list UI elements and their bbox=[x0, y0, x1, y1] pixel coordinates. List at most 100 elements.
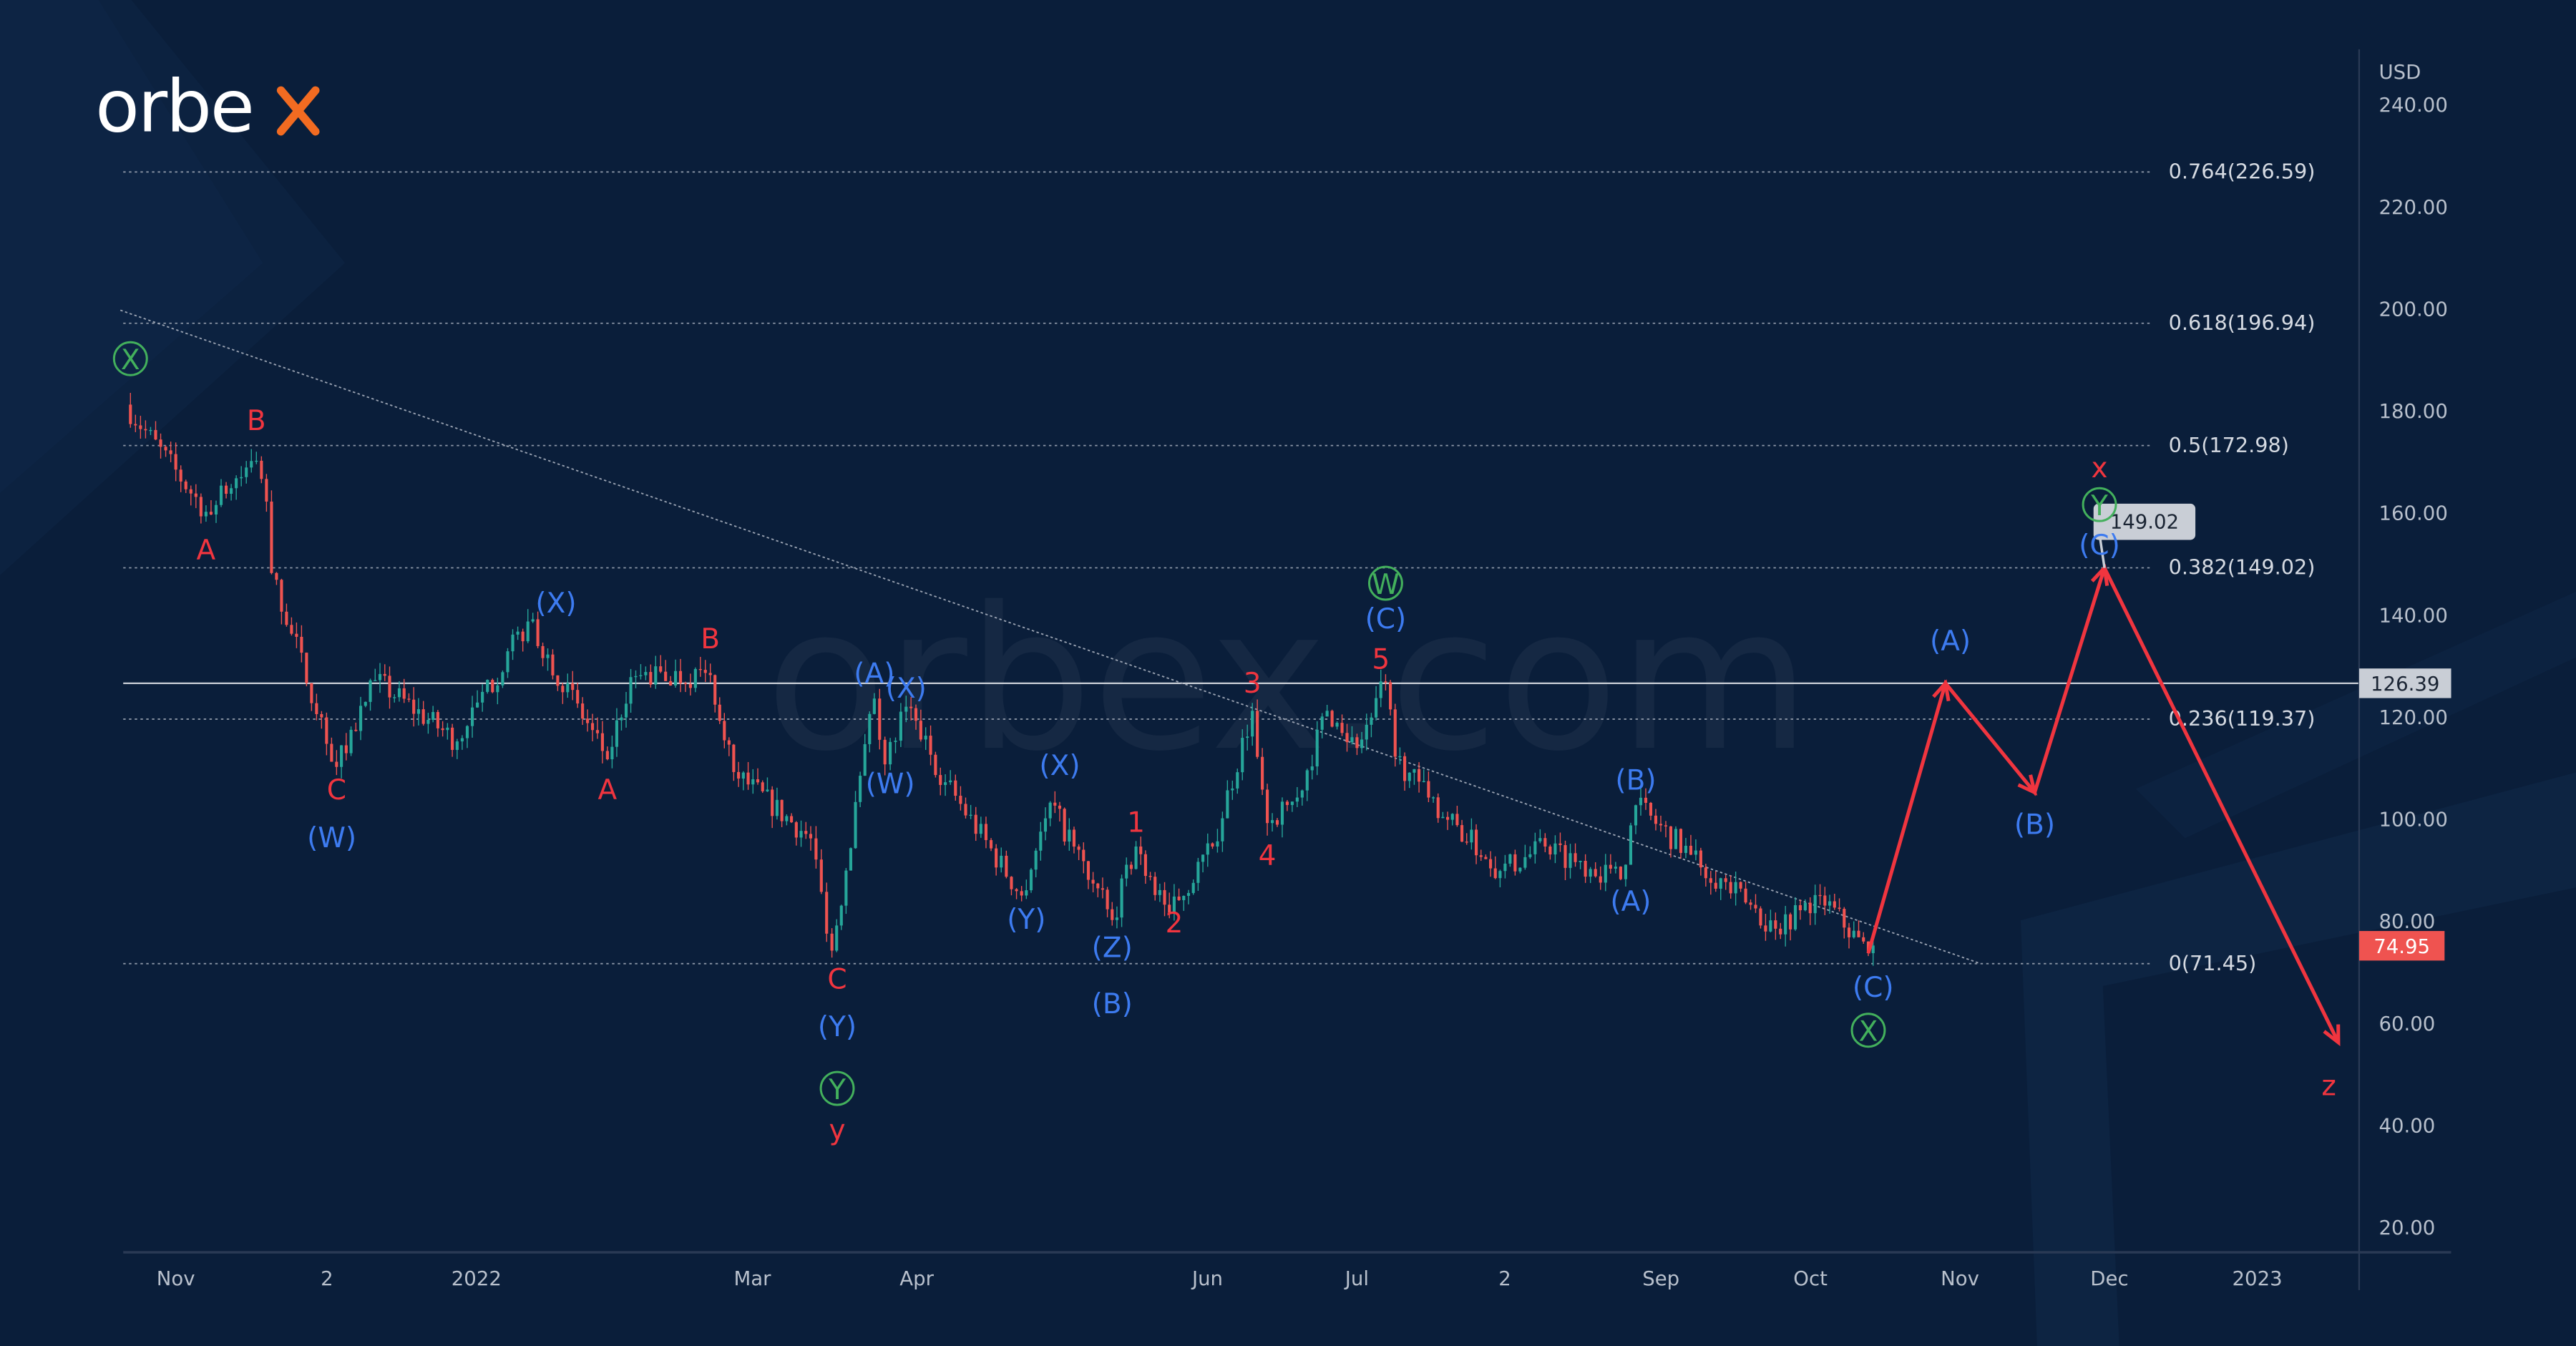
candle bbox=[1034, 850, 1038, 870]
candle bbox=[814, 838, 818, 860]
candle bbox=[1068, 829, 1071, 842]
candle bbox=[586, 718, 590, 723]
x-tick-label: 2023 bbox=[2233, 1267, 2283, 1290]
candle bbox=[979, 824, 982, 834]
wave-label: (W) bbox=[866, 768, 915, 800]
candle bbox=[785, 816, 789, 821]
candle bbox=[819, 859, 823, 892]
candle bbox=[1379, 681, 1382, 698]
candle bbox=[1058, 805, 1062, 809]
candle bbox=[486, 680, 489, 692]
candle bbox=[1828, 901, 1832, 906]
candle bbox=[959, 796, 962, 804]
candle bbox=[516, 631, 519, 635]
candle bbox=[1300, 790, 1304, 798]
candle bbox=[245, 467, 248, 477]
candle bbox=[1594, 869, 1597, 877]
candle bbox=[1769, 920, 1772, 932]
candle bbox=[1654, 815, 1658, 824]
candle bbox=[1574, 853, 1577, 862]
candle bbox=[388, 676, 391, 698]
candle bbox=[1427, 781, 1430, 798]
candle bbox=[421, 709, 425, 724]
candle bbox=[849, 848, 853, 871]
candle bbox=[566, 683, 570, 693]
candle bbox=[1818, 894, 1822, 897]
candle bbox=[859, 776, 862, 802]
x-tick-label: Dec bbox=[2090, 1267, 2128, 1290]
candle bbox=[204, 512, 208, 517]
x-tick-label: Mar bbox=[734, 1267, 772, 1290]
candle bbox=[649, 672, 653, 685]
candle bbox=[481, 691, 484, 703]
candle bbox=[1005, 855, 1008, 877]
candle bbox=[995, 848, 998, 868]
candle bbox=[1739, 882, 1742, 889]
candle bbox=[984, 824, 988, 841]
y-tick-label: 40.00 bbox=[2379, 1114, 2435, 1137]
candle bbox=[1418, 769, 1421, 782]
candle bbox=[629, 677, 633, 704]
candle bbox=[407, 698, 411, 700]
candle bbox=[1563, 844, 1567, 868]
candle bbox=[551, 654, 555, 676]
candle bbox=[989, 840, 993, 849]
candle bbox=[1823, 895, 1827, 906]
candle bbox=[1072, 829, 1076, 847]
candle bbox=[184, 481, 187, 489]
candle bbox=[344, 745, 348, 754]
candle bbox=[1163, 889, 1166, 905]
candle bbox=[1548, 847, 1552, 855]
candle bbox=[1759, 908, 1762, 926]
candle bbox=[416, 709, 421, 714]
candle bbox=[624, 703, 628, 718]
candle bbox=[1285, 801, 1289, 805]
candle bbox=[1422, 781, 1425, 782]
candle bbox=[491, 680, 494, 693]
candle bbox=[441, 728, 444, 731]
candle bbox=[1120, 878, 1123, 918]
y-tick-label: 100.00 bbox=[2379, 809, 2447, 832]
y-tick-label: 120.00 bbox=[2379, 706, 2447, 729]
wave-label: (C) bbox=[2079, 530, 2120, 562]
candle bbox=[844, 870, 848, 906]
x-tick-label: Oct bbox=[1793, 1267, 1828, 1290]
fib-level-label: 0.5(172.98) bbox=[2169, 433, 2289, 457]
candle bbox=[1086, 861, 1091, 880]
candle bbox=[964, 804, 967, 816]
candle bbox=[378, 673, 382, 681]
candle bbox=[1280, 801, 1284, 825]
candle bbox=[305, 653, 308, 683]
candle bbox=[1558, 843, 1562, 845]
candle bbox=[894, 741, 897, 742]
wave-label: (A) bbox=[1610, 886, 1651, 918]
candle bbox=[974, 814, 977, 834]
candle bbox=[1398, 756, 1402, 758]
candle bbox=[1619, 867, 1622, 879]
candle bbox=[1664, 825, 1668, 826]
candle bbox=[669, 681, 673, 686]
candle bbox=[526, 621, 530, 642]
candle bbox=[1764, 925, 1767, 932]
candle bbox=[889, 741, 892, 765]
candle bbox=[1039, 832, 1043, 851]
candle bbox=[1211, 843, 1214, 847]
candle bbox=[1290, 801, 1294, 805]
candle bbox=[275, 572, 278, 580]
candle bbox=[872, 698, 876, 714]
candle bbox=[1659, 824, 1663, 826]
candle bbox=[1724, 878, 1727, 882]
candle bbox=[1241, 738, 1244, 773]
candle bbox=[1186, 892, 1191, 896]
fib-level-label: 0.764(226.59) bbox=[2169, 160, 2316, 184]
candle bbox=[929, 736, 932, 755]
candle bbox=[1305, 770, 1309, 791]
candle bbox=[1803, 902, 1807, 911]
x-tick-label: Sep bbox=[1642, 1267, 1679, 1290]
candle bbox=[1053, 802, 1057, 806]
candle bbox=[1082, 849, 1085, 862]
candle bbox=[230, 488, 233, 494]
candle bbox=[1295, 797, 1299, 802]
